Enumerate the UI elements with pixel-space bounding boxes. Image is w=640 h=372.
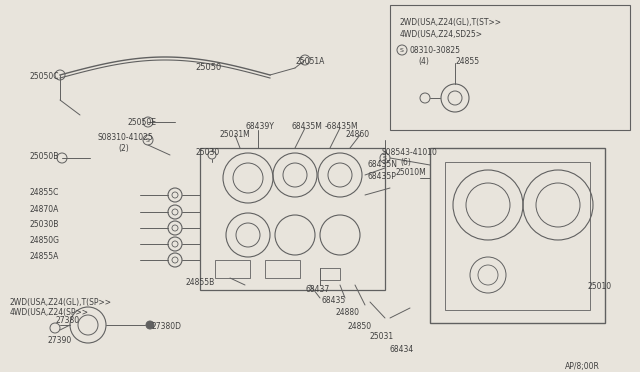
Text: 08310-30825: 08310-30825 <box>410 46 461 55</box>
Text: 24855C: 24855C <box>30 188 60 197</box>
Text: -68435M: -68435M <box>325 122 358 131</box>
Text: (2): (2) <box>118 144 129 153</box>
Text: 4WD(USA,Z24,SD25>: 4WD(USA,Z24,SD25> <box>400 30 483 39</box>
Text: 24855: 24855 <box>455 57 479 66</box>
Text: 27380: 27380 <box>55 316 79 325</box>
Text: 68435P: 68435P <box>368 172 397 181</box>
Text: 24880: 24880 <box>335 308 359 317</box>
Text: (4): (4) <box>418 57 429 66</box>
Text: S08543-41010: S08543-41010 <box>382 148 438 157</box>
Text: 25030: 25030 <box>195 148 220 157</box>
Text: 27380D: 27380D <box>152 322 182 331</box>
Text: 4WD(USA,Z24(SP>>: 4WD(USA,Z24(SP>> <box>10 308 89 317</box>
Text: 25051A: 25051A <box>295 57 324 66</box>
Circle shape <box>146 321 154 329</box>
Text: S: S <box>383 155 387 160</box>
Text: 2WD(USA,Z24(GL),T(ST>>: 2WD(USA,Z24(GL),T(ST>> <box>400 18 502 27</box>
Text: 25050E: 25050E <box>128 118 157 127</box>
Bar <box>265 260 300 278</box>
Text: 25050C: 25050C <box>30 72 60 81</box>
Text: 24870A: 24870A <box>30 205 60 214</box>
Bar <box>200 148 385 290</box>
Text: 25050B: 25050B <box>30 152 60 161</box>
Text: S: S <box>400 48 404 52</box>
Text: 25030B: 25030B <box>30 220 60 229</box>
Text: 2WD(USA,Z24(GL),T(SP>>: 2WD(USA,Z24(GL),T(SP>> <box>10 298 112 307</box>
Bar <box>445 162 590 310</box>
Bar <box>390 5 630 130</box>
Bar <box>320 268 340 280</box>
Text: 68435N: 68435N <box>368 160 398 169</box>
Text: 25010: 25010 <box>588 282 612 291</box>
Text: 24855A: 24855A <box>30 252 60 261</box>
Text: 68439Y: 68439Y <box>245 122 274 131</box>
Text: 25031M: 25031M <box>220 130 251 139</box>
Text: 25050: 25050 <box>195 63 221 72</box>
Text: AP/8;00R: AP/8;00R <box>565 362 600 371</box>
Text: 24850G: 24850G <box>30 236 60 245</box>
Bar <box>430 148 605 323</box>
Text: 25031: 25031 <box>370 332 394 341</box>
Text: 24850: 24850 <box>348 322 372 331</box>
Text: 68434: 68434 <box>390 345 414 354</box>
Text: S: S <box>146 138 150 142</box>
Bar <box>215 260 250 278</box>
Text: S08310-41025: S08310-41025 <box>98 133 154 142</box>
Text: 68437: 68437 <box>305 285 329 294</box>
Text: 24855B: 24855B <box>185 278 214 287</box>
Text: 68435: 68435 <box>322 296 346 305</box>
Text: (6): (6) <box>400 158 411 167</box>
Text: 68435M: 68435M <box>292 122 323 131</box>
Text: 24860: 24860 <box>345 130 369 139</box>
Text: 25010M: 25010M <box>395 168 426 177</box>
Text: 27390: 27390 <box>48 336 72 345</box>
